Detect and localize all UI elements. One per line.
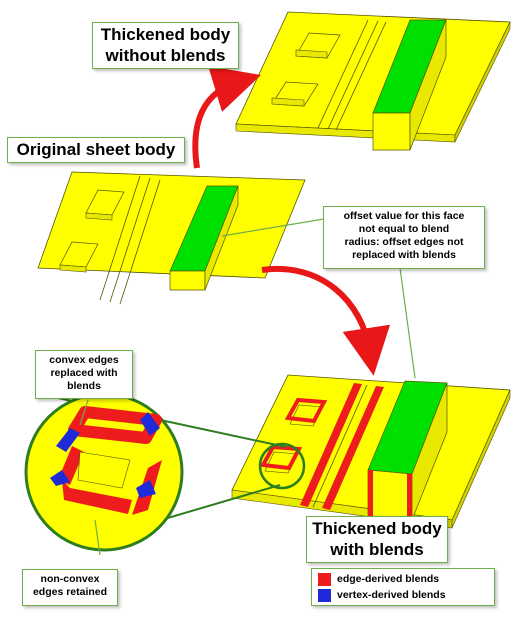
with-blends-line1: Thickened body — [312, 519, 442, 538]
bump-lower — [59, 241, 99, 273]
callout-original-text: Original sheet body — [16, 140, 176, 159]
pocket-upper — [295, 32, 341, 59]
legend-swatch-red — [318, 573, 331, 586]
green-box — [372, 19, 447, 151]
legend-label-vertex: vertex-derived blends — [337, 589, 446, 601]
callout-non-convex-edges: non-convex edges retained — [22, 569, 118, 606]
offset-note-line2: not equal to blend — [358, 223, 450, 235]
arrow-to-without-blends — [192, 66, 261, 169]
legend-label-edge: edge-derived blends — [337, 573, 440, 585]
convex-line2: replaced with — [50, 367, 118, 379]
zoomed-blended-box — [50, 406, 162, 515]
nonconvex-line2: edges retained — [32, 586, 108, 598]
green-face — [169, 185, 239, 291]
blended-box-lower — [259, 444, 303, 474]
offset-note-line1: offset value for this face — [343, 210, 465, 222]
arrow-to-with-blends — [261, 265, 391, 376]
callout-convex-edges: convex edges replaced with blends — [35, 350, 133, 399]
nonconvex-line1: non-convex — [40, 573, 100, 585]
blended-box-upper — [284, 397, 328, 427]
callout-offset-note: offset value for this face not equal to … — [323, 206, 485, 269]
callout-original-sheet-body: Original sheet body — [7, 137, 185, 163]
pocket-lower — [271, 81, 319, 107]
offset-note-line3: radius: offset edges not — [344, 236, 464, 248]
thickened-body-without-blends — [235, 11, 511, 151]
bump-upper — [85, 189, 125, 221]
callout-without-blends-line1: Thickened body — [100, 25, 231, 44]
green-box-blended — [367, 380, 448, 521]
original-sheet-body — [37, 171, 306, 305]
legend-swatch-blue — [318, 589, 331, 602]
legend: edge-derived blends vertex-derived blend… — [311, 568, 495, 606]
callout-without-blends-line2: without blends — [105, 46, 226, 65]
magnifier — [24, 392, 306, 552]
convex-line1: convex edges — [49, 354, 119, 366]
callout-without-blends: Thickened body without blends — [92, 22, 239, 69]
offset-note-line4: replaced with blends — [352, 249, 456, 261]
convex-line3: blends — [67, 380, 101, 392]
thickened-body-with-blends — [231, 374, 511, 529]
with-blends-line2: with blends — [330, 540, 424, 559]
callout-thickened-with-blends: Thickened body with blends — [306, 516, 448, 563]
